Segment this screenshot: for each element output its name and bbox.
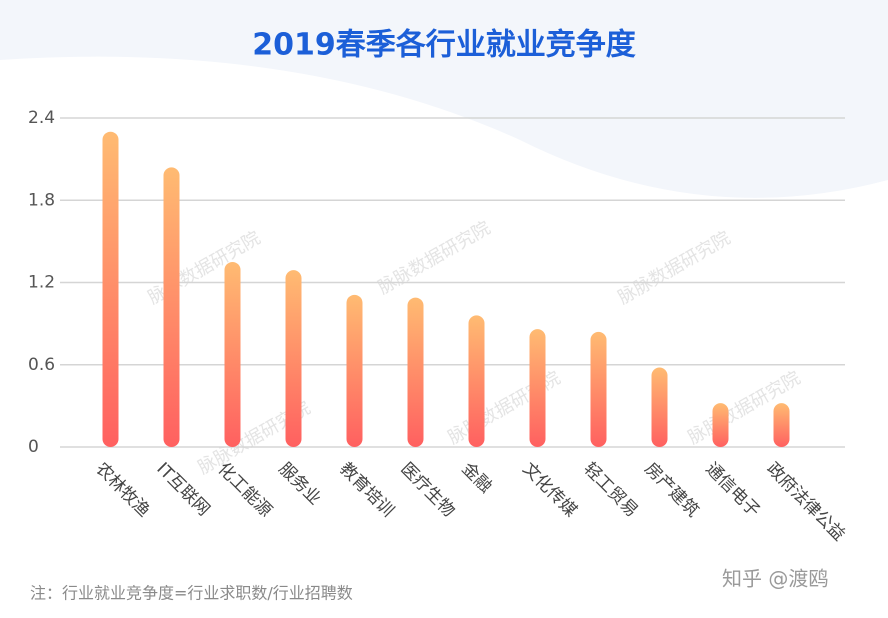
- bar: [529, 329, 546, 447]
- x-tick-label: 医疗生物: [396, 459, 458, 521]
- x-tick-label: 服务业: [274, 459, 324, 509]
- bar: [407, 297, 424, 447]
- x-tick-label: 房产建筑: [640, 459, 702, 521]
- bar: [224, 261, 241, 447]
- x-tick-label: 轻工贸易: [579, 459, 641, 521]
- bar: [651, 367, 668, 447]
- watermark: 脉脉数据研究院: [615, 227, 735, 308]
- x-tick-label: 政府法律公益: [762, 459, 848, 545]
- y-tick-label: 0.6: [28, 355, 55, 375]
- x-tick-label: 通信电子: [701, 459, 763, 521]
- x-tick-label: 教育培训: [335, 459, 397, 521]
- bar: [285, 270, 302, 447]
- bar: [712, 403, 729, 447]
- note: 注：行业就业竞争度=行业求职数/行业招聘数: [30, 584, 353, 603]
- watermark: 脉脉数据研究院: [445, 367, 565, 448]
- source-mark: 知乎 @渡鸥: [722, 567, 828, 591]
- y-tick-label: 0: [28, 437, 39, 457]
- background-shape: [0, 0, 888, 198]
- x-tick-label: 化工能源: [213, 459, 275, 521]
- bar: [773, 403, 790, 447]
- bar: [102, 131, 119, 448]
- watermark: 脉脉数据研究院: [375, 217, 495, 298]
- bar: [163, 167, 180, 447]
- x-tick-label: 农林牧渔: [91, 459, 153, 521]
- y-tick-label: 2.4: [28, 108, 55, 128]
- chart-title: 2019春季各行业就业竞争度: [252, 28, 636, 63]
- bar: [468, 315, 485, 447]
- bar: [590, 331, 607, 447]
- watermark: 脉脉数据研究院: [145, 227, 265, 308]
- y-tick-label: 1.2: [28, 273, 55, 293]
- bar: [346, 294, 363, 447]
- x-tick-label: 文化传媒: [518, 459, 580, 521]
- x-tick-label: 金融: [457, 459, 495, 497]
- y-tick-label: 1.8: [28, 190, 55, 210]
